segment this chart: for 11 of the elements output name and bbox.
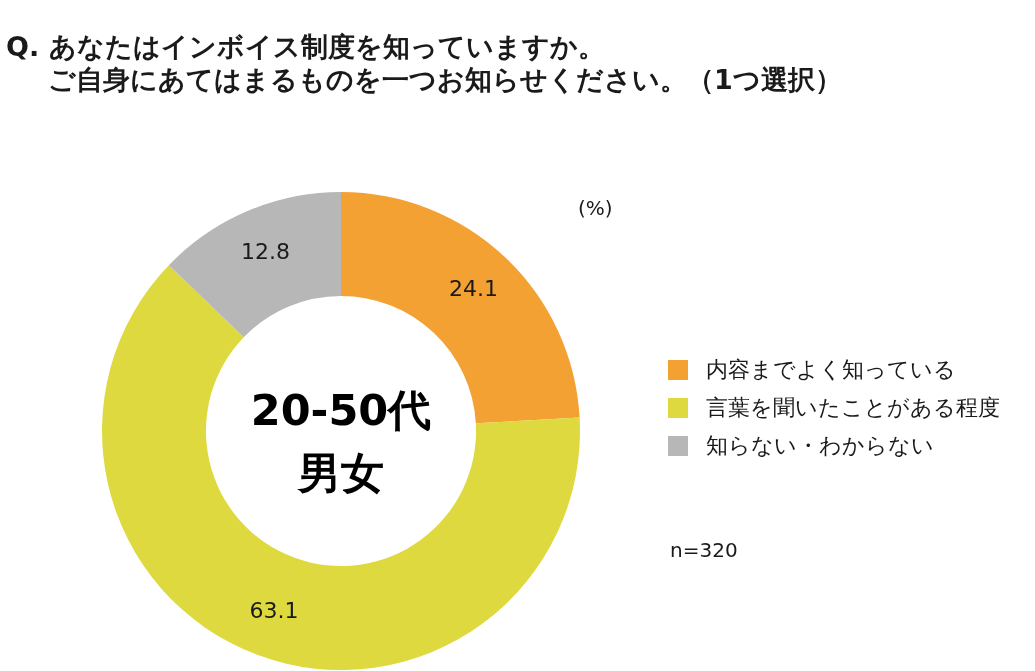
legend-label: 内容までよく知っている (706, 356, 956, 384)
text: (%) (578, 196, 613, 220)
data-label: 63.1 (249, 597, 299, 623)
legend-label: 知らない・わからない (706, 432, 934, 460)
text: n=320 (670, 538, 738, 562)
chart-title: Q. あなたはインボイス制度を知っていますか。 (6, 30, 605, 63)
legend-label: 言葉を聞いたことがある程度 (706, 394, 1000, 422)
data-label: 24.1 (449, 276, 499, 302)
chart-subtitle: ご自身にあてはまるものを一つお知らせください。（1つ選択） (48, 63, 842, 96)
data-label: 12.8 (240, 239, 290, 265)
text: 20-50代男女 (249, 384, 433, 500)
